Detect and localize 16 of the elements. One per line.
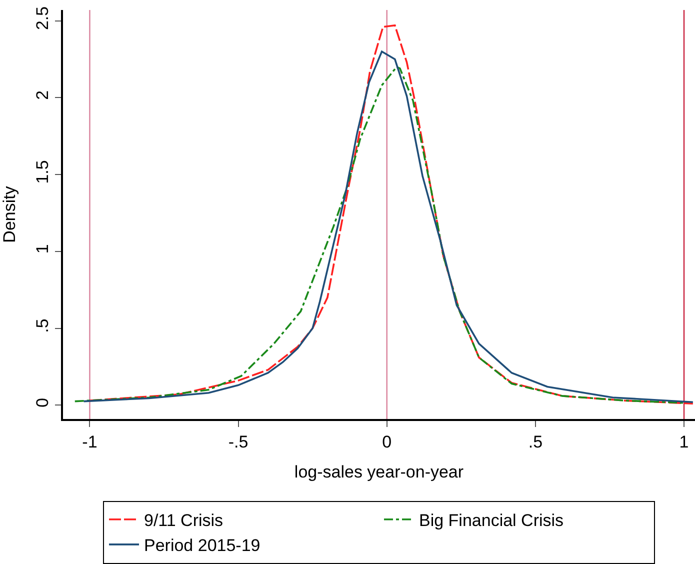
x-tick-label: -.5 — [228, 432, 248, 452]
y-tick-label: 1.5 — [33, 160, 52, 184]
legend-label: Big Financial Crisis — [419, 510, 564, 530]
x-tick-label: 1 — [679, 432, 689, 452]
x-tick-label: 0 — [382, 432, 392, 452]
x-tick-label: -1 — [82, 432, 98, 452]
y-tick-label: 0 — [33, 398, 52, 408]
y-tick-label: 1 — [33, 244, 52, 254]
y-tick-label: 2 — [33, 90, 52, 100]
y-tick-label: .5 — [33, 318, 52, 333]
x-axis-title: log-sales year-on-year — [294, 462, 464, 482]
y-axis-title: Density — [0, 186, 19, 243]
legend-label: Period 2015-19 — [144, 536, 260, 556]
legend-label: 9/11 Crisis — [144, 510, 224, 530]
y-tick-label: 2.5 — [33, 6, 52, 30]
x-tick-label: .5 — [528, 432, 543, 452]
